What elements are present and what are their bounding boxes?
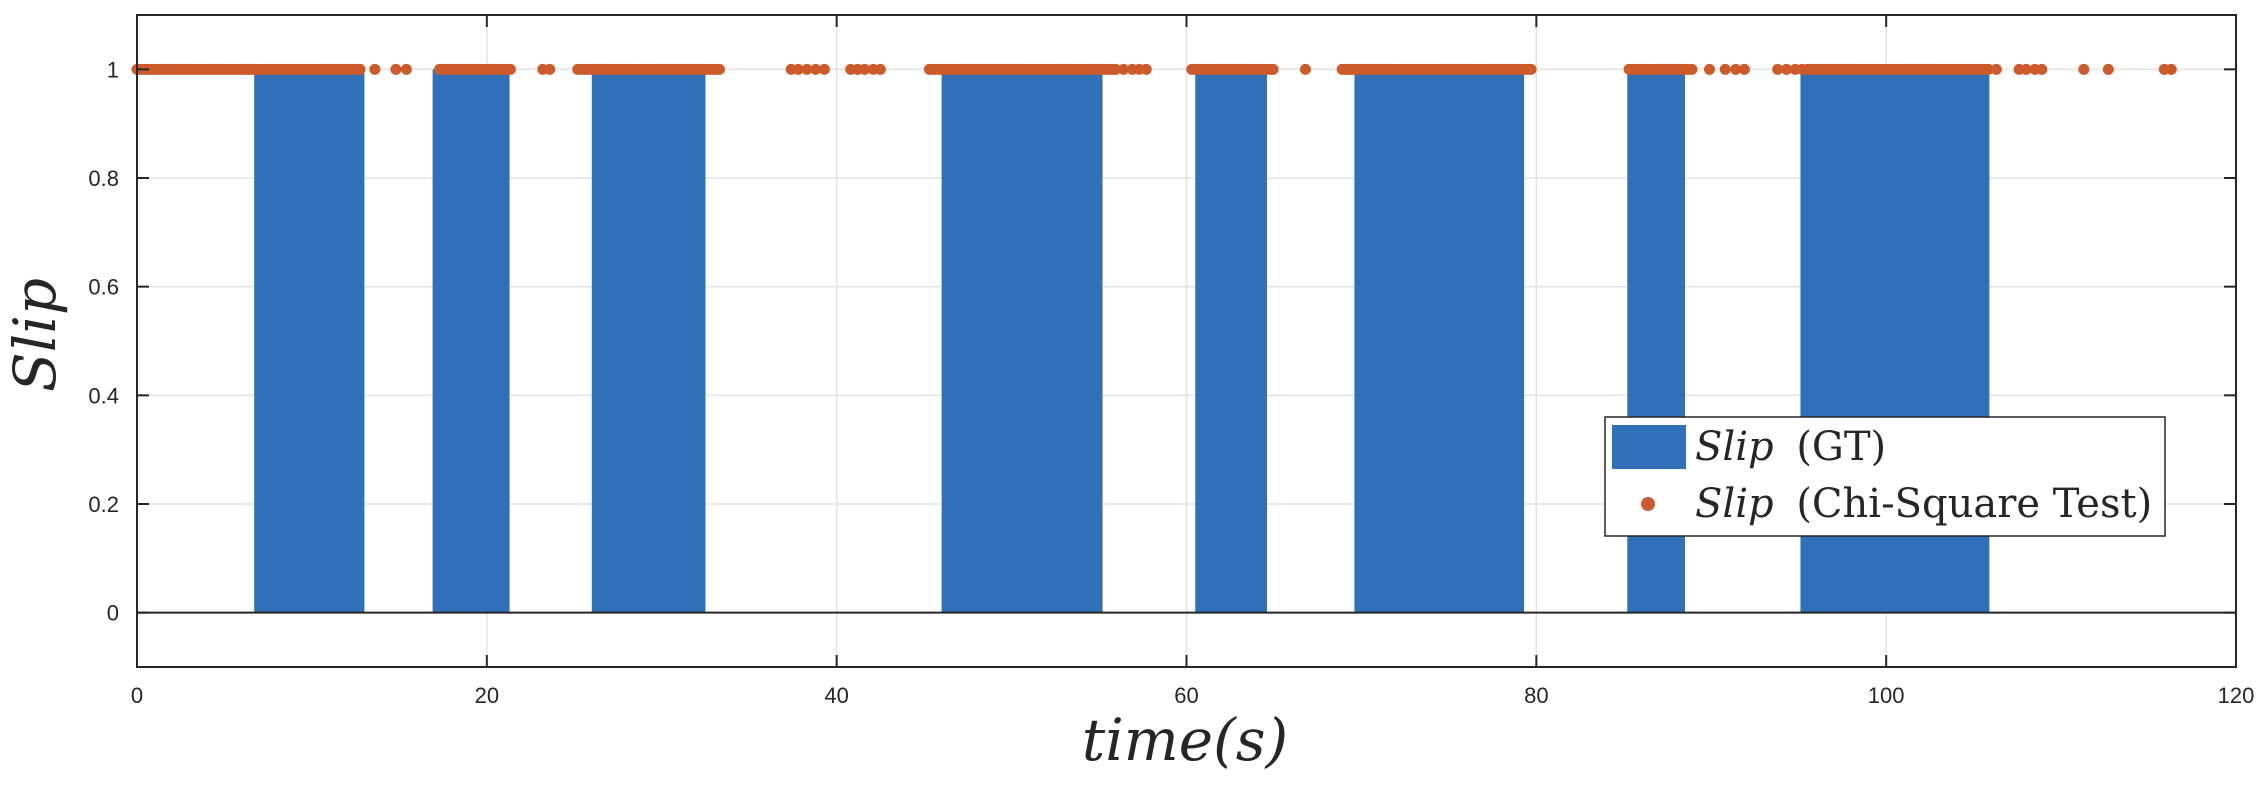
chi-square-point	[354, 63, 366, 75]
chi-square-point	[1686, 63, 1698, 75]
x-tick-label: 80	[1524, 683, 1548, 708]
legend: Slip (GT) Slip (Chi-Square Test)	[1604, 416, 2166, 537]
y-tick-label: 0	[107, 601, 119, 626]
chi-square-point	[859, 63, 871, 75]
gt-bars	[254, 69, 1990, 613]
chi-square-point	[801, 63, 813, 75]
legend-gt-label: Slip (GT)	[1695, 424, 1886, 470]
chi-square-point	[1109, 63, 1121, 75]
chi-square-point	[2078, 63, 2090, 75]
chi-square-point	[1704, 63, 1716, 75]
chi-square-point	[1140, 63, 1152, 75]
chi-square-point	[1730, 63, 1742, 75]
legend-gt-name: Slip	[1695, 424, 1774, 470]
gt-bar	[432, 69, 510, 613]
y-tick-label: 1	[107, 57, 119, 82]
chi-square-point	[2036, 63, 2048, 75]
gt-bar	[1354, 69, 1525, 613]
chi-square-point	[2020, 63, 2032, 75]
gt-bar	[1195, 69, 1267, 613]
chi-square-point	[874, 63, 886, 75]
chi-square-point	[1982, 63, 1994, 75]
y-tick-label: 0.4	[88, 383, 119, 408]
chi-square-point	[810, 63, 822, 75]
chi-square-point	[818, 63, 830, 75]
y-tick-labels: 0 0.2 0.4 0.6 0.8 1	[88, 57, 119, 625]
chi-square-point	[1738, 63, 1750, 75]
legend-gt-suffix: (GT)	[1796, 424, 1886, 470]
y-tick-label: 0.2	[88, 492, 119, 517]
chi-square-point	[504, 63, 516, 75]
y-axis-label: Slip	[1, 278, 69, 392]
x-tick-label: 100	[1868, 683, 1905, 708]
y-tick-label: 0.8	[88, 166, 119, 191]
legend-gt-swatch	[1612, 425, 1686, 469]
gt-bar	[941, 69, 1103, 613]
chi-square-point	[1267, 63, 1279, 75]
chi-square-point	[1525, 63, 1537, 75]
chi-square-point	[544, 63, 556, 75]
legend-box	[1604, 416, 2166, 537]
chi-square-point	[2165, 63, 2177, 75]
y-tick-label: 0.6	[88, 275, 119, 300]
x-tick-label: 120	[2218, 683, 2255, 708]
x-tick-label: 20	[475, 683, 499, 708]
chi-square-point	[1719, 63, 1731, 75]
chi-square-point	[1772, 63, 1784, 75]
chi-square-point	[792, 63, 804, 75]
legend-chi-marker	[1641, 497, 1655, 511]
legend-chi-name: Slip	[1695, 481, 1774, 527]
legend-chi-suffix: (Chi-Square Test)	[1796, 481, 2152, 527]
gt-bar	[591, 69, 706, 613]
chi-square-point	[1345, 63, 1357, 75]
chi-square-point	[369, 63, 381, 75]
chi-square-point	[1796, 63, 1808, 75]
chi-square-points	[131, 63, 2177, 75]
chi-square-point	[390, 63, 402, 75]
chi-square-point	[1990, 63, 2002, 75]
x-tick-label: 40	[824, 683, 848, 708]
legend-chi-label: Slip (Chi-Square Test)	[1695, 481, 2152, 527]
chi-square-point	[400, 63, 412, 75]
x-tick-labels: 0 20 40 60 80 100 120	[131, 683, 2254, 708]
chi-square-point	[713, 63, 725, 75]
chi-square-point	[2102, 63, 2114, 75]
gt-bar	[254, 69, 365, 613]
x-axis-label: time(s)	[1082, 706, 1288, 774]
x-tick-label: 60	[1174, 683, 1198, 708]
chi-square-point	[1118, 63, 1130, 75]
chi-square-point	[1299, 63, 1311, 75]
x-tick-label: 0	[131, 683, 143, 708]
chi-square-point	[1780, 63, 1792, 75]
axis-ticks	[136, 15, 2237, 667]
